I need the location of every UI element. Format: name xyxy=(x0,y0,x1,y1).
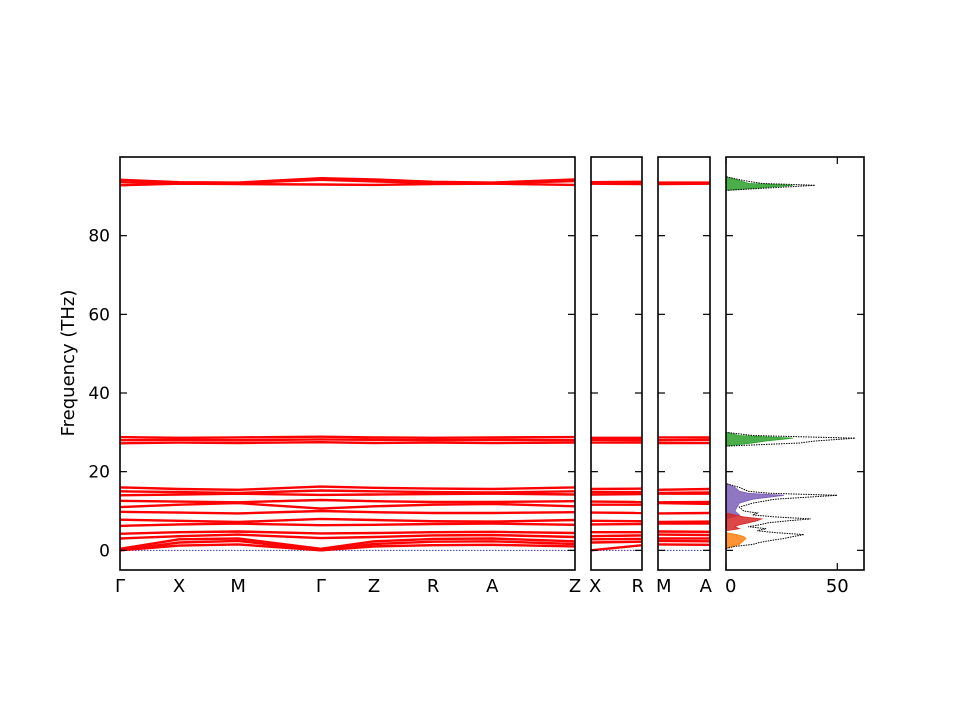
y-tick-label: 60 xyxy=(88,305,110,325)
band-line xyxy=(590,544,643,552)
dos-partial-mid xyxy=(725,483,784,520)
panel-frame xyxy=(119,156,576,571)
k-point-label: R xyxy=(427,576,440,597)
k-point-label: X xyxy=(589,576,601,597)
band-line xyxy=(119,530,576,535)
band-line xyxy=(119,176,576,184)
k-point-label: M xyxy=(230,576,246,597)
band-line xyxy=(119,533,576,540)
band-line xyxy=(119,438,576,442)
panel-frame xyxy=(590,156,643,571)
band-line xyxy=(119,492,576,497)
y-axis-label: Frequency (THz) xyxy=(58,290,79,437)
y-tick-label: 40 xyxy=(88,384,110,404)
dos-frame xyxy=(725,156,865,571)
band-line xyxy=(119,517,576,524)
x-tick-label: 50 xyxy=(826,576,849,597)
k-point-label: M xyxy=(656,576,672,597)
band-panel-1: 0 20 40 60 80 Γ X M Γ Z R A Z xyxy=(88,156,581,597)
k-point-label: Z xyxy=(368,576,380,597)
k-point-label: X xyxy=(173,576,185,597)
band-line xyxy=(119,498,576,504)
x-tick-label: 0 xyxy=(725,576,736,597)
band-line xyxy=(657,487,711,491)
k-point-label: Γ xyxy=(316,576,326,597)
k-point-label: A xyxy=(700,576,713,597)
band-line xyxy=(590,534,643,538)
k-point-label: Γ xyxy=(115,576,125,597)
dos-total-line xyxy=(725,176,856,549)
band-line xyxy=(119,489,576,495)
band-line xyxy=(119,435,576,439)
dos-partial-high xyxy=(725,176,793,447)
y-tick-label: 80 xyxy=(88,227,110,247)
band-line xyxy=(119,441,576,445)
y-tick-label: 20 xyxy=(88,463,110,483)
band-line xyxy=(590,540,643,544)
panel-frame xyxy=(657,156,711,571)
band-line xyxy=(119,539,576,552)
k-point-label: Z xyxy=(569,576,581,597)
dos-panel: 0 50 xyxy=(725,156,865,597)
band-line xyxy=(119,537,576,550)
band-line xyxy=(119,501,576,510)
y-tick-label: 0 xyxy=(99,541,110,561)
k-point-label: A xyxy=(486,576,499,597)
band-line xyxy=(119,509,576,515)
k-point-label: R xyxy=(631,576,644,597)
band-line xyxy=(119,485,576,491)
band-line xyxy=(119,522,576,528)
